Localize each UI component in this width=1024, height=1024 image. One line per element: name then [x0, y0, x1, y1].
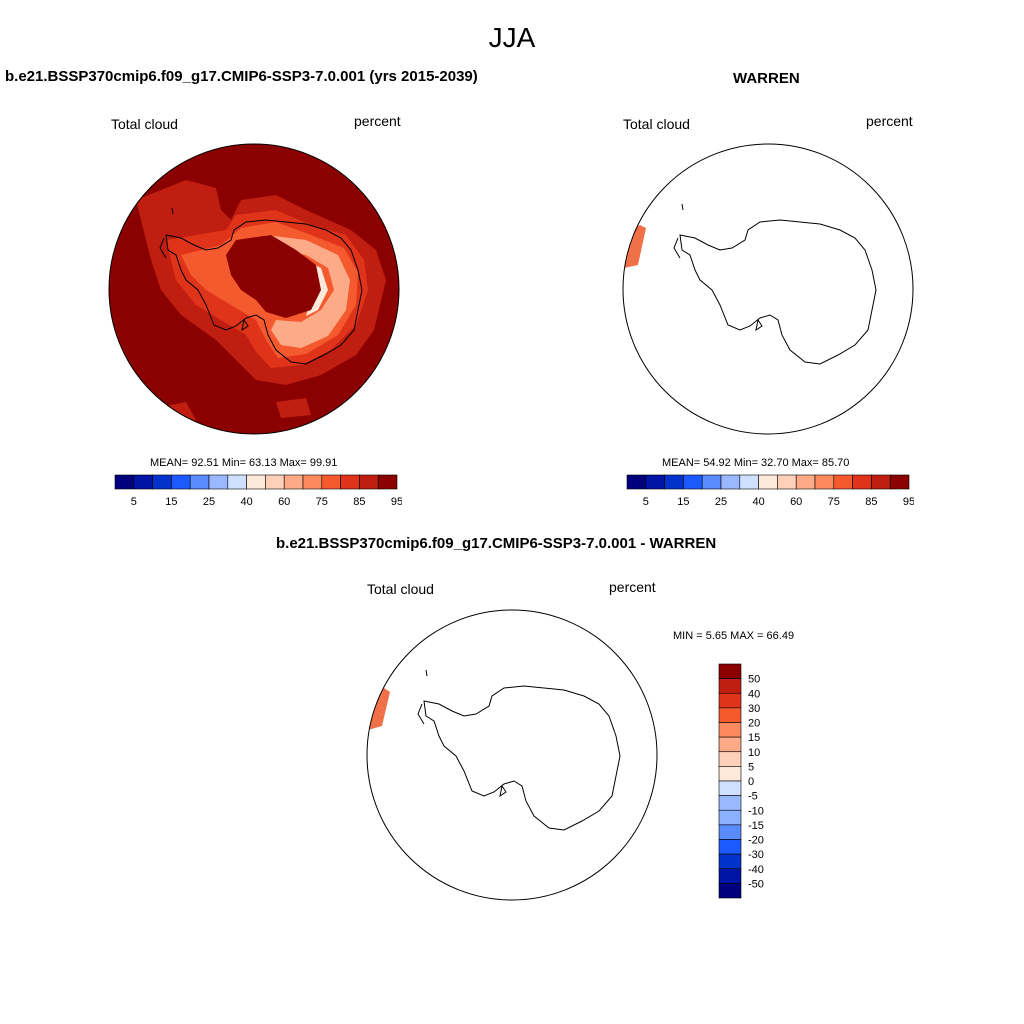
- colorbar-tick-label: 85: [353, 496, 365, 508]
- colorbar-cell: [359, 474, 379, 490]
- colorbar-cell: [626, 474, 647, 490]
- colorbar-cell: [645, 474, 665, 490]
- colorbar-tick-label: -10: [748, 805, 764, 817]
- left-polar-map: [108, 143, 400, 435]
- diff-polar-map: [366, 609, 658, 901]
- colorbar-cell: [718, 766, 742, 782]
- left-stats: MEAN= 92.51 Min= 63.13 Max= 99.91: [150, 457, 338, 469]
- colorbar-tick-label: -40: [748, 864, 764, 876]
- colorbar-tick-label: 5: [131, 496, 137, 508]
- colorbar-tick-label: 10: [748, 747, 760, 759]
- colorbar-cell: [718, 663, 742, 679]
- colorbar-cell: [718, 868, 742, 884]
- colorbar-cell: [718, 839, 742, 855]
- colorbar-tick-label: 5: [643, 496, 649, 508]
- colorbar-tick-label: 85: [865, 496, 877, 508]
- colorbar-cell: [889, 474, 910, 490]
- colorbar-tick-label: -50: [748, 878, 764, 890]
- colorbar-cell: [718, 780, 742, 796]
- colorbar-cell: [777, 474, 797, 490]
- left-colorbar: 5 15 25 40 60 75 85 95: [114, 474, 402, 508]
- left-units-label: percent: [354, 113, 401, 129]
- colorbar-cell: [208, 474, 229, 490]
- colorbar-cell: [718, 692, 742, 709]
- page-title: JJA: [488, 22, 536, 53]
- colorbar-tick-label: -15: [748, 820, 764, 832]
- colorbar-cell: [718, 853, 742, 870]
- right-stats: MEAN= 54.92 Min= 32.70 Max= 85.70: [662, 457, 850, 469]
- colorbar-cell: [377, 474, 398, 490]
- colorbar-cell: [265, 474, 285, 490]
- colorbar-tick-label: 15: [677, 496, 689, 508]
- colorbar-cell: [189, 474, 210, 490]
- colorbar-cell: [683, 474, 703, 490]
- colorbar-tick-label: 0: [748, 776, 754, 788]
- right-panel-title: WARREN: [733, 70, 800, 87]
- colorbar-tick-label: 60: [790, 496, 802, 508]
- colorbar-cell: [795, 474, 816, 490]
- colorbar-cell: [718, 722, 742, 738]
- colorbar-cell: [720, 474, 741, 490]
- colorbar-cell: [718, 751, 742, 767]
- colorbar-tick-label: 5: [748, 761, 754, 773]
- colorbar-cell: [718, 736, 742, 753]
- colorbar-cell: [718, 824, 742, 840]
- colorbar-cell: [718, 707, 742, 723]
- colorbar-cell: [246, 474, 266, 490]
- left-panel-title: b.e21.BSSP370cmip6.f09_g17.CMIP6-SSP3-7.…: [5, 68, 478, 85]
- colorbar-cell: [833, 474, 853, 490]
- colorbar-tick-label: 50: [748, 674, 760, 686]
- diff-variable-label: Total cloud: [367, 581, 434, 597]
- colorbar-cell: [227, 474, 247, 490]
- colorbar-cell: [701, 474, 722, 490]
- colorbar-cell: [321, 474, 341, 490]
- colorbar-tick-label: 15: [165, 496, 177, 508]
- colorbar-cell: [664, 474, 684, 490]
- colorbar-cell: [171, 474, 191, 490]
- colorbar-cell: [739, 474, 759, 490]
- colorbar-tick-label: 25: [715, 496, 727, 508]
- right-colorbar: 5 15 25 40 60 75 85 95: [626, 474, 914, 508]
- colorbar-cell: [718, 678, 742, 694]
- colorbar-tick-label: 75: [828, 496, 840, 508]
- right-variable-label: Total cloud: [623, 116, 690, 132]
- colorbar-cell: [852, 474, 872, 490]
- right-polar-map: [622, 143, 914, 435]
- colorbar-cell: [114, 474, 135, 490]
- colorbar-tick-label: 20: [748, 718, 760, 730]
- colorbar-tick-label: 25: [203, 496, 215, 508]
- colorbar-tick-label: -20: [748, 835, 764, 847]
- colorbar-tick-label: 40: [240, 496, 252, 508]
- colorbar-tick-label: -30: [748, 849, 764, 861]
- right-units-label: percent: [866, 113, 913, 129]
- colorbar-tick-label: 40: [752, 496, 764, 508]
- diff-panel-title: b.e21.BSSP370cmip6.f09_g17.CMIP6-SSP3-7.…: [276, 535, 717, 552]
- colorbar-tick-label: 30: [748, 703, 760, 715]
- colorbar-tick-label: 15: [748, 732, 760, 744]
- colorbar-cell: [152, 474, 172, 490]
- colorbar-cell: [718, 809, 742, 826]
- colorbar-cell: [814, 474, 835, 490]
- colorbar-tick-label: 60: [278, 496, 290, 508]
- colorbar-cell: [758, 474, 778, 490]
- colorbar-cell: [283, 474, 304, 490]
- colorbar-tick-label: 95: [903, 496, 914, 508]
- diff-stats: MIN = 5.65 MAX = 66.49: [673, 630, 795, 642]
- left-variable-label: Total cloud: [111, 116, 178, 132]
- colorbar-cell: [133, 474, 153, 490]
- colorbar-cell: [302, 474, 323, 490]
- colorbar-cell: [871, 474, 891, 490]
- diff-units-label: percent: [609, 579, 656, 595]
- colorbar-tick-label: -5: [748, 791, 758, 803]
- colorbar-tick-label: 40: [748, 688, 760, 700]
- colorbar-cell: [718, 883, 742, 899]
- colorbar-cell: [718, 795, 742, 811]
- colorbar-cell: [340, 474, 360, 490]
- colorbar-tick-label: 75: [316, 496, 328, 508]
- colorbar-tick-label: 95: [391, 496, 402, 508]
